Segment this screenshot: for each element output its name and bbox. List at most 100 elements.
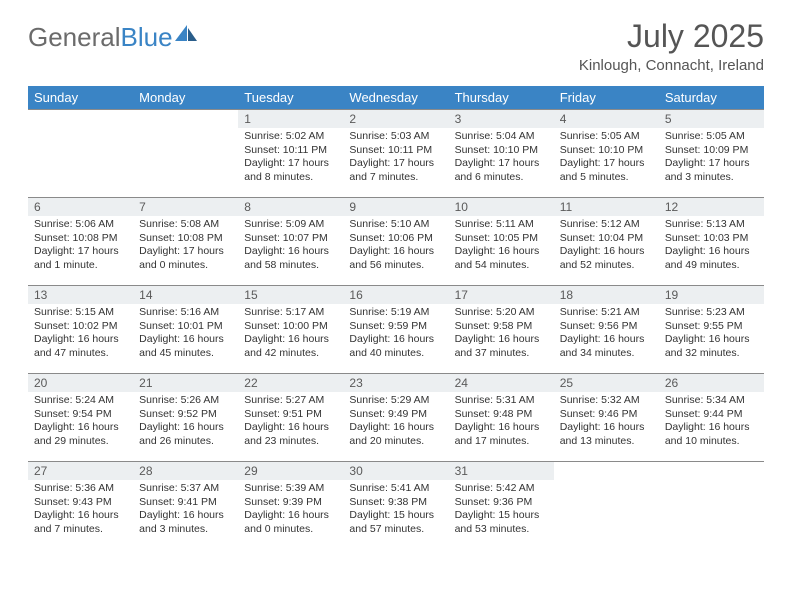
calendar-day-cell: 19Sunrise: 5:23 AMSunset: 9:55 PMDayligh… [659, 286, 764, 374]
weekday-header: Tuesday [238, 86, 343, 110]
day-number: 20 [28, 374, 133, 392]
weekday-header: Thursday [449, 86, 554, 110]
day-details: Sunrise: 5:23 AMSunset: 9:55 PMDaylight:… [659, 304, 764, 363]
day-number: 15 [238, 286, 343, 304]
calendar-day-cell: 30Sunrise: 5:41 AMSunset: 9:38 PMDayligh… [343, 462, 448, 550]
calendar-day-cell: 31Sunrise: 5:42 AMSunset: 9:36 PMDayligh… [449, 462, 554, 550]
day-details: Sunrise: 5:16 AMSunset: 10:01 PMDaylight… [133, 304, 238, 363]
calendar-week-row: ....1Sunrise: 5:02 AMSunset: 10:11 PMDay… [28, 110, 764, 198]
day-number: 16 [343, 286, 448, 304]
calendar-week-row: 6Sunrise: 5:06 AMSunset: 10:08 PMDayligh… [28, 198, 764, 286]
calendar-day-cell: 2Sunrise: 5:03 AMSunset: 10:11 PMDayligh… [343, 110, 448, 198]
day-number: 29 [238, 462, 343, 480]
calendar-day-cell: 22Sunrise: 5:27 AMSunset: 9:51 PMDayligh… [238, 374, 343, 462]
calendar-day-cell: 10Sunrise: 5:11 AMSunset: 10:05 PMDaylig… [449, 198, 554, 286]
calendar-day-cell: 28Sunrise: 5:37 AMSunset: 9:41 PMDayligh… [133, 462, 238, 550]
location-text: Kinlough, Connacht, Ireland [579, 57, 764, 74]
calendar-day-cell: 21Sunrise: 5:26 AMSunset: 9:52 PMDayligh… [133, 374, 238, 462]
day-number: 5 [659, 110, 764, 128]
day-number: 10 [449, 198, 554, 216]
day-number: 19 [659, 286, 764, 304]
day-number: 27 [28, 462, 133, 480]
calendar-day-cell: 8Sunrise: 5:09 AMSunset: 10:07 PMDayligh… [238, 198, 343, 286]
calendar-day-cell: 25Sunrise: 5:32 AMSunset: 9:46 PMDayligh… [554, 374, 659, 462]
calendar-day-cell: 15Sunrise: 5:17 AMSunset: 10:00 PMDaylig… [238, 286, 343, 374]
day-details: Sunrise: 5:34 AMSunset: 9:44 PMDaylight:… [659, 392, 764, 451]
calendar-body: ....1Sunrise: 5:02 AMSunset: 10:11 PMDay… [28, 110, 764, 550]
day-details: Sunrise: 5:41 AMSunset: 9:38 PMDaylight:… [343, 480, 448, 539]
day-number: 4 [554, 110, 659, 128]
day-details: Sunrise: 5:17 AMSunset: 10:00 PMDaylight… [238, 304, 343, 363]
calendar-day-cell: 12Sunrise: 5:13 AMSunset: 10:03 PMDaylig… [659, 198, 764, 286]
calendar-day-cell: .. [554, 462, 659, 550]
day-number: 21 [133, 374, 238, 392]
weekday-header: Wednesday [343, 86, 448, 110]
day-details: Sunrise: 5:12 AMSunset: 10:04 PMDaylight… [554, 216, 659, 275]
day-number: 24 [449, 374, 554, 392]
calendar-day-cell: 5Sunrise: 5:05 AMSunset: 10:09 PMDayligh… [659, 110, 764, 198]
calendar-day-cell: 3Sunrise: 5:04 AMSunset: 10:10 PMDayligh… [449, 110, 554, 198]
day-number: 12 [659, 198, 764, 216]
calendar-day-cell: 23Sunrise: 5:29 AMSunset: 9:49 PMDayligh… [343, 374, 448, 462]
day-details: Sunrise: 5:42 AMSunset: 9:36 PMDaylight:… [449, 480, 554, 539]
calendar-day-cell: 16Sunrise: 5:19 AMSunset: 9:59 PMDayligh… [343, 286, 448, 374]
calendar-week-row: 13Sunrise: 5:15 AMSunset: 10:02 PMDaylig… [28, 286, 764, 374]
day-details: Sunrise: 5:08 AMSunset: 10:08 PMDaylight… [133, 216, 238, 275]
day-number: 26 [659, 374, 764, 392]
day-number: 2 [343, 110, 448, 128]
day-number: 31 [449, 462, 554, 480]
calendar-day-cell: 4Sunrise: 5:05 AMSunset: 10:10 PMDayligh… [554, 110, 659, 198]
calendar-week-row: 20Sunrise: 5:24 AMSunset: 9:54 PMDayligh… [28, 374, 764, 462]
weekday-header: Sunday [28, 86, 133, 110]
calendar-day-cell: 7Sunrise: 5:08 AMSunset: 10:08 PMDayligh… [133, 198, 238, 286]
day-number: 23 [343, 374, 448, 392]
day-details: Sunrise: 5:37 AMSunset: 9:41 PMDaylight:… [133, 480, 238, 539]
weekday-header: Saturday [659, 86, 764, 110]
day-number: 30 [343, 462, 448, 480]
calendar-day-cell: 18Sunrise: 5:21 AMSunset: 9:56 PMDayligh… [554, 286, 659, 374]
day-details: Sunrise: 5:06 AMSunset: 10:08 PMDaylight… [28, 216, 133, 275]
day-details: Sunrise: 5:20 AMSunset: 9:58 PMDaylight:… [449, 304, 554, 363]
day-details: Sunrise: 5:04 AMSunset: 10:10 PMDaylight… [449, 128, 554, 187]
header: GeneralBlue July 2025 Kinlough, Connacht… [28, 18, 764, 74]
day-details: Sunrise: 5:09 AMSunset: 10:07 PMDaylight… [238, 216, 343, 275]
day-details: Sunrise: 5:21 AMSunset: 9:56 PMDaylight:… [554, 304, 659, 363]
calendar-day-cell: .. [28, 110, 133, 198]
day-number: 7 [133, 198, 238, 216]
day-number: 18 [554, 286, 659, 304]
calendar-day-cell: 1Sunrise: 5:02 AMSunset: 10:11 PMDayligh… [238, 110, 343, 198]
calendar-day-cell: 24Sunrise: 5:31 AMSunset: 9:48 PMDayligh… [449, 374, 554, 462]
logo-text-2: Blue [121, 22, 173, 53]
calendar-day-cell: 27Sunrise: 5:36 AMSunset: 9:43 PMDayligh… [28, 462, 133, 550]
calendar-day-cell: 29Sunrise: 5:39 AMSunset: 9:39 PMDayligh… [238, 462, 343, 550]
calendar-day-cell: .. [133, 110, 238, 198]
day-details: Sunrise: 5:05 AMSunset: 10:10 PMDaylight… [554, 128, 659, 187]
calendar-day-cell: 11Sunrise: 5:12 AMSunset: 10:04 PMDaylig… [554, 198, 659, 286]
day-number: 1 [238, 110, 343, 128]
day-details: Sunrise: 5:29 AMSunset: 9:49 PMDaylight:… [343, 392, 448, 451]
day-details: Sunrise: 5:27 AMSunset: 9:51 PMDaylight:… [238, 392, 343, 451]
day-details: Sunrise: 5:36 AMSunset: 9:43 PMDaylight:… [28, 480, 133, 539]
day-details: Sunrise: 5:03 AMSunset: 10:11 PMDaylight… [343, 128, 448, 187]
day-number: 3 [449, 110, 554, 128]
logo-sail-icon [175, 25, 197, 41]
calendar-day-cell: 6Sunrise: 5:06 AMSunset: 10:08 PMDayligh… [28, 198, 133, 286]
day-number: 13 [28, 286, 133, 304]
day-details: Sunrise: 5:02 AMSunset: 10:11 PMDaylight… [238, 128, 343, 187]
day-details: Sunrise: 5:11 AMSunset: 10:05 PMDaylight… [449, 216, 554, 275]
weekday-header: Friday [554, 86, 659, 110]
day-number: 17 [449, 286, 554, 304]
day-number: 22 [238, 374, 343, 392]
day-details: Sunrise: 5:39 AMSunset: 9:39 PMDaylight:… [238, 480, 343, 539]
day-details: Sunrise: 5:32 AMSunset: 9:46 PMDaylight:… [554, 392, 659, 451]
calendar-day-cell: 26Sunrise: 5:34 AMSunset: 9:44 PMDayligh… [659, 374, 764, 462]
day-details: Sunrise: 5:15 AMSunset: 10:02 PMDaylight… [28, 304, 133, 363]
day-details: Sunrise: 5:13 AMSunset: 10:03 PMDaylight… [659, 216, 764, 275]
logo: GeneralBlue [28, 22, 197, 53]
day-number: 9 [343, 198, 448, 216]
day-number: 28 [133, 462, 238, 480]
day-details: Sunrise: 5:24 AMSunset: 9:54 PMDaylight:… [28, 392, 133, 451]
weekday-header: Monday [133, 86, 238, 110]
calendar-table: SundayMondayTuesdayWednesdayThursdayFrid… [28, 86, 764, 550]
day-number: 6 [28, 198, 133, 216]
